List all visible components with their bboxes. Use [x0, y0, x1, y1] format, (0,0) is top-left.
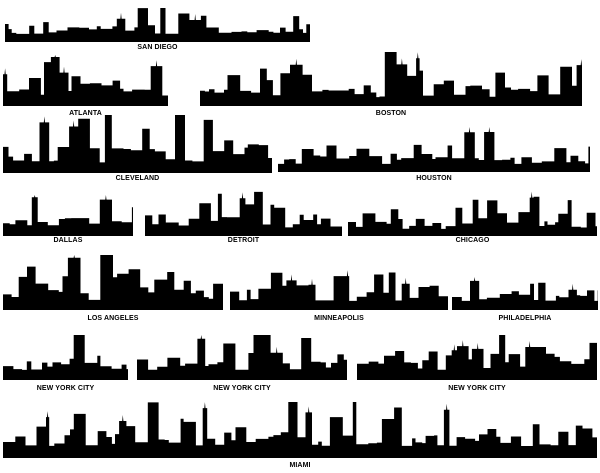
city-label: PHILADELPHIA: [498, 315, 552, 322]
skyline-buildings: [3, 195, 133, 236]
skyline-buildings: [200, 52, 582, 106]
skyline-buildings: [3, 55, 168, 106]
skyline-buildings: [3, 335, 128, 380]
skyline-silhouette: [3, 335, 128, 380]
skyline-buildings: [278, 127, 590, 172]
city-label: MINNEAPOLIS: [314, 315, 364, 322]
skyline-buildings: [3, 402, 597, 458]
skyline-silhouette: [230, 270, 448, 310]
skyline-silhouette: [3, 115, 272, 173]
skyline-buildings: [348, 191, 597, 236]
city-label: NEW YORK CITY: [213, 385, 271, 392]
city-label: HOUSTON: [416, 175, 452, 182]
skyline-silhouette: [5, 8, 310, 42]
skyline-buildings: [137, 335, 347, 380]
skyline-silhouette: [357, 335, 597, 380]
skyline-silhouette: [200, 52, 582, 106]
city-label: ATLANTA: [69, 110, 102, 117]
skyline-silhouette: [3, 55, 168, 106]
skyline-buildings: [357, 335, 597, 380]
city-label: LOS ANGELES: [87, 315, 139, 322]
skyline-silhouette: [278, 127, 590, 172]
skyline-buildings: [5, 8, 310, 42]
city-label: MIAMI: [289, 462, 311, 469]
skyline-silhouette: [3, 255, 223, 310]
city-label: CHICAGO: [455, 237, 490, 244]
city-label: DETROIT: [227, 237, 260, 244]
skyline-silhouette: [3, 195, 133, 236]
skyline-buildings: [3, 115, 272, 173]
skyline-silhouette: [348, 191, 597, 236]
city-label: DALLAS: [53, 237, 83, 244]
city-label: BOSTON: [375, 110, 407, 117]
skyline-buildings: [230, 270, 448, 310]
city-label: SAN DIEGO: [137, 44, 178, 51]
skyline-buildings: [145, 191, 342, 236]
city-label: CLEVELAND: [115, 175, 160, 182]
skyline-buildings: [452, 277, 598, 310]
skyline-silhouette: [3, 402, 597, 458]
city-label: NEW YORK CITY: [36, 385, 95, 392]
skyline-silhouette: [145, 191, 342, 236]
skyline-buildings: [3, 255, 223, 310]
skyline-silhouette: [452, 277, 598, 310]
city-label: NEW YORK CITY: [448, 385, 506, 392]
skyline-silhouette: [137, 335, 347, 380]
